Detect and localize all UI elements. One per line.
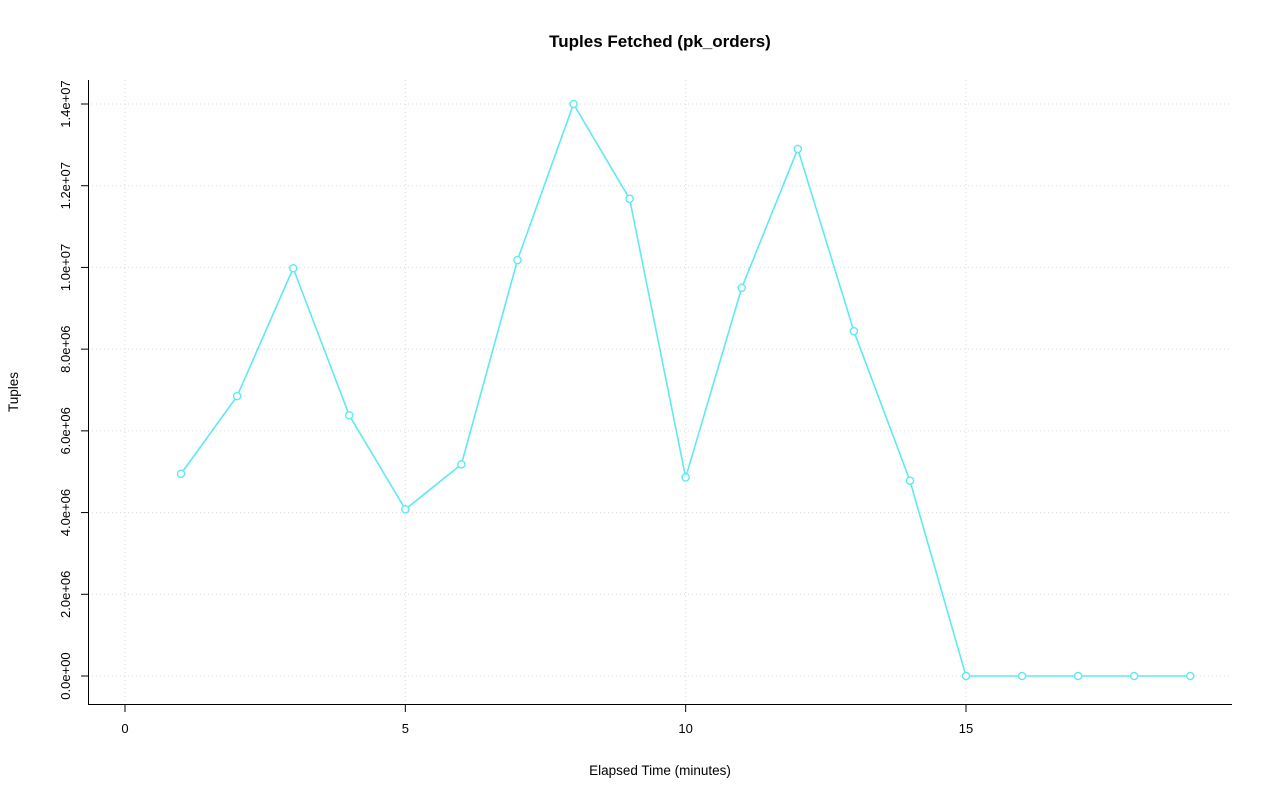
data-point-marker [513, 255, 522, 265]
axes [81, 80, 1232, 712]
data-point-marker [1017, 671, 1027, 681]
data-point-marker [849, 326, 859, 336]
data-point-marker [401, 505, 410, 514]
chart-title: Tuples Fetched (pk_orders) [549, 32, 771, 51]
y-tick-label: 0.0e+00 [58, 652, 73, 699]
x-tick-label: 5 [402, 721, 409, 736]
y-tick-label: 1.0e+07 [58, 244, 73, 291]
data-point-marker [905, 476, 915, 486]
grid-lines [88, 80, 1232, 704]
y-tick-label: 1.4e+07 [58, 80, 73, 127]
data-point-marker [232, 391, 242, 401]
x-tick-label: 15 [959, 721, 973, 736]
data-point-marker [793, 144, 803, 154]
data-point-marker [681, 473, 690, 482]
data-point-marker [569, 99, 578, 109]
x-tick-label: 0 [121, 721, 128, 736]
data-point-marker [1185, 671, 1195, 681]
data-point-marker [737, 283, 747, 293]
y-tick-label: 4.0e+06 [58, 489, 73, 536]
y-axis-title: Tuples [6, 372, 21, 412]
data-point-marker [625, 194, 634, 204]
data-point-marker [288, 263, 298, 273]
x-tick-label: 10 [678, 721, 692, 736]
data-point-marker [457, 460, 466, 469]
data-line [180, 103, 1192, 677]
y-tick-label: 1.2e+07 [58, 162, 73, 209]
y-tick-label: 8.0e+06 [58, 325, 73, 372]
y-tick-label: 2.0e+06 [58, 571, 73, 618]
x-axis-title: Elapsed Time (minutes) [589, 763, 731, 778]
data-point-marker [1073, 671, 1083, 681]
tick-labels: 0 5 10 15 0.0e+00 2.0e+06 4.0e+06 6.0e+06 8.0e+0… [58, 80, 973, 736]
data-point-marker [176, 469, 186, 479]
data-point-marker [344, 411, 354, 420]
data-series [176, 99, 1195, 681]
y-tick-label: 6.0e+06 [58, 407, 73, 454]
data-point-marker [961, 671, 971, 681]
data-point-marker [1129, 671, 1139, 681]
